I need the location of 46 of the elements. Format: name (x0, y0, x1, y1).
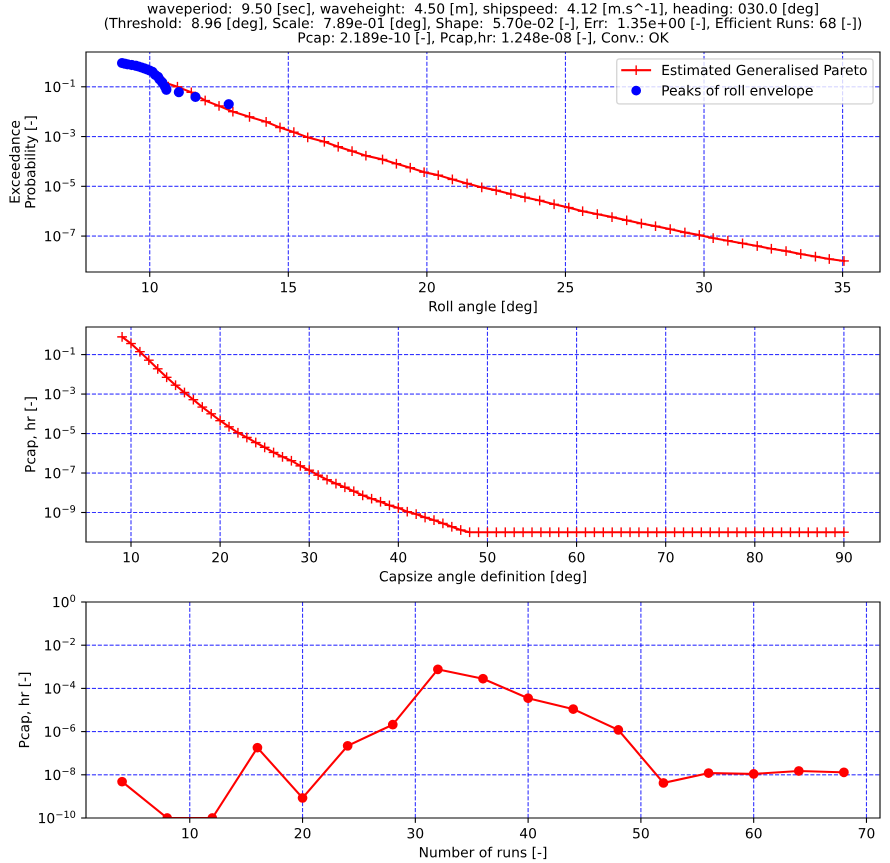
y-tick-label: 10$^{0}$ (53, 594, 76, 608)
legend-label: Estimated Generalised Pareto (662, 64, 867, 76)
chart-title: waveperiod: 9.50 [sec], waveheight: 4.50 [m], shipspeed: 4.12 [m.s^-1], heading: 030.0 [deg] (Threshold: 8.96 [deg], Scale: 7.89e-01 [deg], Shape: 5.70e-02 [-], Err: 1.35e+00 [-], Efficient Runs: 68 [-]) Pcap: 2.189e-10 [-], Pcap,hr: 1.248e-08 [-], Conv.: OK (104, 3, 862, 46)
y-tick-label: 10$^{−3}$ (45, 129, 75, 142)
x-tick-label: 90 (836, 552, 852, 562)
y-tick-label: 10$^{−7}$ (45, 466, 75, 478)
x-tick-label: 10 (182, 828, 198, 838)
x-tick-label: 30 (408, 828, 424, 838)
x-tick-label: 60 (746, 828, 762, 838)
y-tick-label: 10$^{−6}$ (45, 724, 76, 737)
y-tick-label: 10$^{−8}$ (45, 767, 76, 780)
x-tick-label: 50 (480, 552, 496, 562)
x-tick-label: 15 (281, 282, 296, 292)
y-axis-title: Exceedance Probability [-] (9, 116, 38, 208)
y-tick-label: 10$^{−1}$ (45, 347, 75, 360)
x-tick-label: 20 (212, 552, 228, 562)
x-tick-label: 40 (390, 552, 406, 562)
x-tick-label: 20 (294, 828, 310, 838)
x-tick-label: 10 (142, 282, 158, 292)
x-tick-label: 25 (558, 282, 574, 292)
x-tick-label: 80 (746, 552, 763, 562)
x-tick-label: 30 (301, 552, 318, 562)
y-tick-label: 10$^{−2}$ (45, 638, 75, 651)
x-tick-label: 70 (858, 828, 874, 838)
x-tick-label: 30 (696, 282, 712, 292)
x-tick-label: 60 (568, 552, 584, 562)
x-tick-label: 50 (633, 828, 649, 838)
y-tick-label: 10$^{−4}$ (45, 681, 76, 694)
y-tick-label: 10$^{−5}$ (45, 426, 75, 439)
x-tick-label: 20 (419, 282, 435, 292)
x-tick-label: 35 (834, 282, 850, 292)
x-axis-title: Roll angle [deg] (430, 300, 537, 314)
y-tick-label: 10$^{−5}$ (45, 179, 75, 192)
y-axis-title: Pcap, hr [-] (18, 672, 32, 748)
y-tick-label: 10$^{−3}$ (45, 386, 75, 400)
legend-label: Peaks of roll envelope (662, 84, 813, 98)
y-tick-label: 10$^{−10}$ (39, 810, 76, 824)
x-axis-title: Capsize angle definition [deg] (380, 570, 586, 584)
x-tick-label: 40 (520, 828, 536, 838)
y-tick-label: 10$^{−1}$ (45, 80, 75, 92)
y-axis-title: Pcap, hr [-] (24, 397, 38, 472)
x-tick-label: 70 (658, 552, 674, 562)
y-tick-label: 10$^{−7}$ (45, 228, 75, 242)
y-tick-label: 10$^{−9}$ (45, 505, 76, 518)
x-tick-label: 10 (124, 552, 139, 562)
x-axis-title: Number of runs [-] (420, 846, 546, 860)
